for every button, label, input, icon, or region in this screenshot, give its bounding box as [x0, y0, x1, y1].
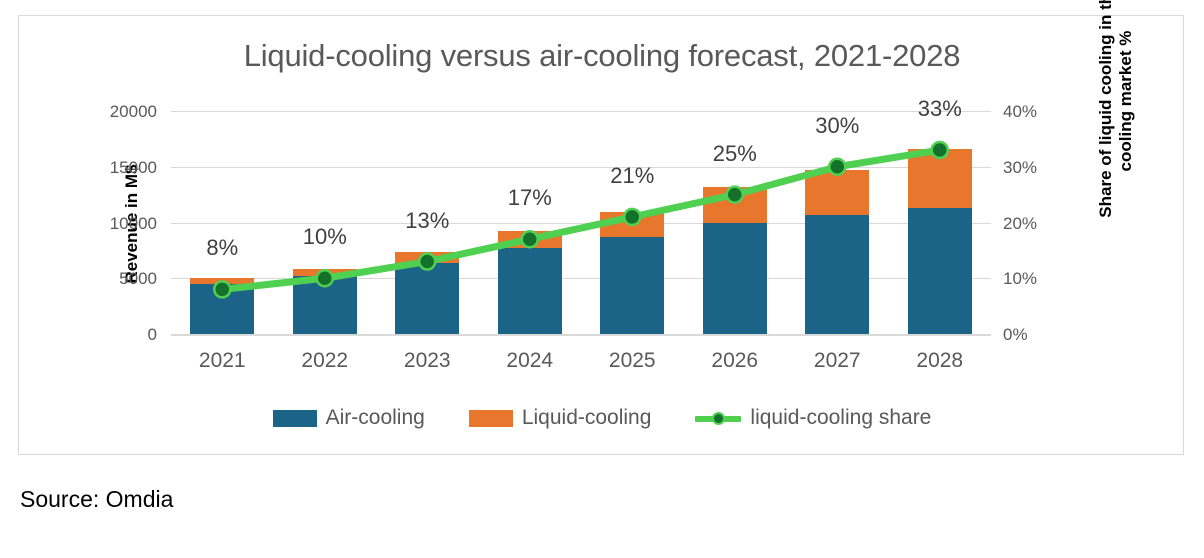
source-note: Source: Omdia [20, 486, 174, 512]
left-axis-tick-label: 5000 [119, 269, 157, 289]
bar-segment-air-cooling[interactable] [805, 214, 870, 334]
legend-item[interactable]: Air-cooling [272, 406, 425, 430]
bar-segment-air-cooling[interactable] [907, 208, 972, 334]
bar-group[interactable] [805, 111, 870, 334]
right-axis-tick-label: 30% [1003, 157, 1038, 177]
x-axis-tick-label: 2023 [403, 349, 451, 372]
bar-segment-air-cooling[interactable] [600, 237, 665, 334]
gridline [171, 111, 991, 112]
left-axis-tick-label: 15000 [109, 157, 157, 177]
legend-line-marker-icon [695, 410, 742, 427]
bar-group[interactable] [907, 111, 972, 334]
bar-segment-liquid-cooling[interactable] [497, 230, 562, 249]
bar-segment-liquid-cooling[interactable] [907, 148, 972, 209]
data-label-share: 17% [507, 185, 552, 211]
data-label-share: 25% [712, 140, 757, 166]
x-axis-tick-label: 2027 [813, 349, 861, 372]
bar-segment-liquid-cooling[interactable] [292, 269, 357, 277]
legend-label: Air-cooling [325, 406, 425, 429]
legend-label: liquid-cooling share [750, 406, 932, 429]
x-axis-tick-label: 2022 [301, 349, 349, 372]
data-label-share: 30% [815, 112, 860, 138]
data-label-share: 21% [610, 162, 655, 188]
bar-segment-air-cooling[interactable] [497, 248, 562, 334]
legend-dot-icon [712, 411, 726, 425]
data-label-share: 33% [917, 96, 962, 122]
x-axis-tick-label: 2028 [916, 349, 964, 372]
bar-segment-liquid-cooling[interactable] [395, 251, 460, 263]
legend-swatch-icon [468, 409, 513, 427]
bar-segment-liquid-cooling[interactable] [190, 278, 255, 284]
bar-group[interactable] [600, 111, 665, 334]
bar-group[interactable] [497, 111, 562, 334]
bar-segment-liquid-cooling[interactable] [702, 186, 767, 223]
bar-group[interactable] [190, 111, 255, 334]
legend-label: Liquid-cooling [521, 406, 652, 429]
right-axis-tick-label: 40% [1003, 102, 1038, 121]
right-axis-tick-label: 0% [1003, 325, 1028, 344]
data-label-share: 8% [206, 235, 239, 261]
chart-title: Liquid-cooling versus air-cooling foreca… [243, 38, 961, 73]
left-axis-tick-label: 10000 [109, 213, 157, 233]
x-axis-tick-label: 2026 [711, 349, 759, 372]
left-axis-tick-label: 20000 [109, 102, 157, 121]
bar-segment-air-cooling[interactable] [702, 222, 767, 334]
x-axis-tick-label: 2021 [198, 349, 246, 372]
chart-frame: Liquid-cooling versus air-cooling foreca… [18, 0, 1185, 455]
x-axis-tick-label: 2025 [608, 349, 656, 372]
bar-segment-liquid-cooling[interactable] [805, 170, 870, 215]
right-axis-tick-label: 20% [1003, 213, 1038, 233]
data-label-share: 10% [302, 224, 347, 250]
right-axis-title-line2: cooling market % [1116, 30, 1135, 172]
legend-item[interactable]: Liquid-cooling [468, 406, 652, 430]
right-axis-tick-label: 10% [1003, 269, 1038, 289]
right-axis-title-line1: Share of liquid cooling in the [1095, 0, 1115, 218]
legend-swatch-icon [272, 409, 317, 427]
bar-segment-liquid-cooling[interactable] [600, 211, 665, 237]
plot-area: 8% 10% 13% 17% 21% 25% 30% 33% 2021 2022 2023 2024… [171, 96, 991, 372]
bar-segment-air-cooling[interactable] [395, 262, 460, 334]
data-label-share: 13% [405, 207, 450, 233]
legend: Air-cooling Liquid-cooling liquid-cooling … [19, 406, 1185, 430]
x-axis-tick-label: 2024 [506, 349, 554, 372]
bar-segment-air-cooling[interactable] [292, 276, 357, 334]
right-axis-title: Share of liquid cooling in the cooling m… [1096, 0, 1136, 246]
bar-segment-air-cooling[interactable] [190, 283, 255, 334]
bar-group[interactable] [292, 111, 357, 334]
legend-item[interactable]: liquid-cooling share [695, 406, 931, 430]
left-axis-tick-label: 0 [147, 325, 157, 344]
x-axis-line [171, 334, 991, 336]
